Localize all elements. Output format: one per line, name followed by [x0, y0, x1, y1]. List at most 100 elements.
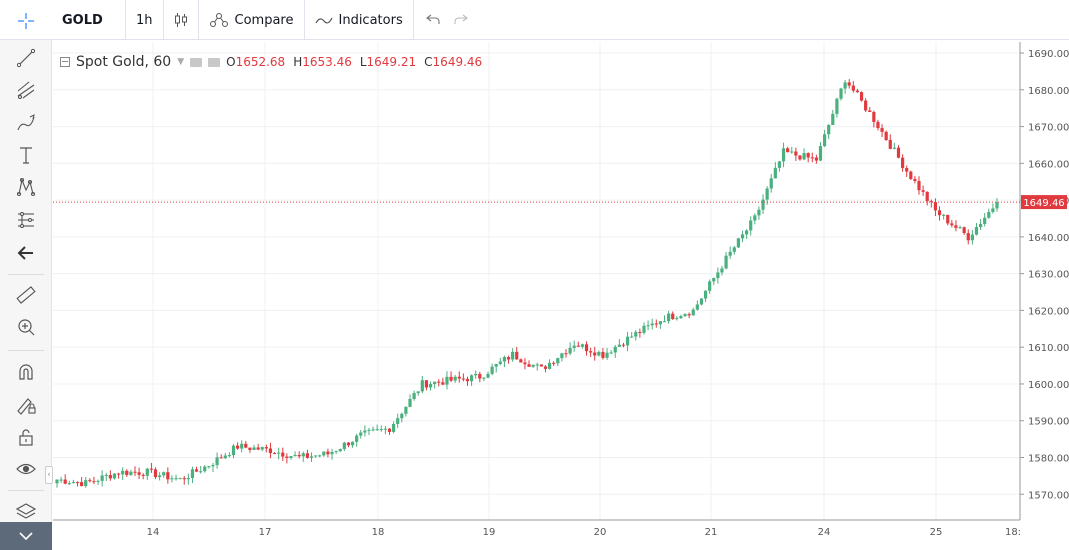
candle-body — [322, 451, 326, 456]
candle-body — [437, 381, 441, 383]
candle-body — [474, 373, 478, 376]
chevron-down-icon[interactable]: ▼ — [177, 57, 185, 67]
candle — [543, 365, 548, 373]
candle-body — [917, 180, 921, 191]
text-tool-icon[interactable] — [0, 140, 52, 170]
candle-body — [318, 455, 322, 457]
zoom-in-icon[interactable] — [0, 312, 52, 342]
candle — [129, 469, 133, 476]
candle-body — [482, 377, 486, 379]
candle-body — [683, 314, 687, 317]
candle — [252, 444, 256, 450]
fib-retracement-icon[interactable] — [0, 75, 52, 105]
candle-body — [556, 358, 560, 364]
indicators-button[interactable]: Indicators — [305, 0, 414, 40]
candle — [872, 110, 876, 128]
candle-body — [383, 428, 387, 430]
symbol-search-button[interactable]: GOLD — [52, 0, 126, 40]
unlock-icon[interactable] — [0, 422, 52, 452]
crosshair-icon[interactable] — [0, 6, 52, 36]
layers-icon[interactable] — [0, 496, 52, 526]
ohlc-open-value: 1652.68 — [235, 55, 286, 69]
candle-body — [55, 479, 59, 484]
candle-body — [519, 359, 523, 363]
candle-body — [387, 428, 392, 432]
candle-body — [314, 455, 318, 457]
candle — [728, 246, 732, 259]
candle-body — [133, 471, 137, 473]
price-chart[interactable]: 1570.00 1580.00 1590.00 1600.00 1610.00 1620.… — [53, 42, 1069, 550]
candle — [502, 355, 507, 368]
candle — [174, 474, 178, 481]
series-title[interactable]: Spot Gold, 60 — [76, 54, 172, 70]
candle-body — [703, 290, 708, 299]
lock-drawing-icon[interactable] — [0, 390, 52, 420]
prediction-tool-icon[interactable] — [0, 205, 52, 235]
magnet-icon[interactable] — [0, 357, 52, 387]
candle — [158, 472, 162, 481]
candle — [617, 339, 621, 347]
candle — [925, 191, 929, 206]
eye-icon[interactable] — [0, 454, 52, 484]
candle-body — [638, 331, 642, 333]
candle — [822, 129, 827, 148]
candle — [461, 373, 465, 382]
collapse-legend-icon[interactable] — [60, 57, 70, 67]
redo-icon[interactable] — [454, 13, 468, 28]
brush-icon[interactable] — [0, 108, 52, 138]
collapse-panel-tab[interactable]: ‹ — [45, 466, 53, 484]
candle-body — [855, 90, 860, 93]
candle-body — [740, 234, 745, 239]
ruler-icon[interactable] — [0, 280, 52, 310]
undo-redo-group — [414, 0, 480, 40]
compare-button[interactable]: Compare — [199, 0, 305, 40]
candle-body — [942, 214, 946, 216]
candle-body — [272, 453, 277, 455]
candle-body — [630, 336, 634, 338]
candle — [240, 440, 244, 453]
candle — [404, 406, 408, 417]
candle-body — [921, 190, 925, 192]
hide-toolbar-button[interactable] — [0, 522, 52, 550]
pattern-icon[interactable] — [0, 172, 52, 202]
candle — [913, 176, 917, 184]
candle — [974, 222, 979, 236]
candle-body — [572, 345, 576, 348]
candle-body — [215, 457, 219, 466]
candle-body — [268, 448, 273, 454]
candle — [576, 341, 580, 347]
hide-series-icon[interactable] — [208, 57, 221, 67]
interval-button[interactable]: 1h — [126, 0, 164, 40]
candle — [207, 465, 211, 469]
candle-body — [404, 406, 408, 414]
candle — [970, 230, 974, 245]
candle-body — [334, 451, 338, 453]
compare-label: Compare — [234, 12, 294, 28]
candle — [757, 206, 761, 220]
back-arrow-icon[interactable] — [0, 238, 52, 268]
undo-icon[interactable] — [425, 13, 440, 28]
candle-body — [71, 482, 76, 484]
candle-body — [182, 478, 186, 480]
candle-body — [568, 347, 572, 354]
candle-body — [112, 473, 117, 479]
candle — [991, 203, 995, 214]
chart-type-button[interactable] — [164, 0, 199, 40]
ohlc-close-label: C — [424, 55, 433, 69]
indicators-label: Indicators — [338, 12, 403, 28]
candle-body — [342, 442, 346, 450]
candle-body — [309, 456, 314, 458]
candle-body — [547, 362, 552, 369]
candle — [749, 216, 753, 236]
last-price-tag — [1021, 195, 1067, 210]
candle — [864, 98, 868, 113]
candle-body — [983, 217, 987, 224]
settings-icon[interactable] — [190, 57, 203, 67]
candle — [96, 479, 100, 485]
candle — [794, 147, 798, 161]
candle-body — [662, 321, 667, 323]
candle-body — [950, 223, 954, 226]
y-tick-label: 1620.00 — [1028, 306, 1069, 317]
candle-body — [494, 363, 498, 367]
trend-line-icon[interactable] — [0, 43, 52, 73]
